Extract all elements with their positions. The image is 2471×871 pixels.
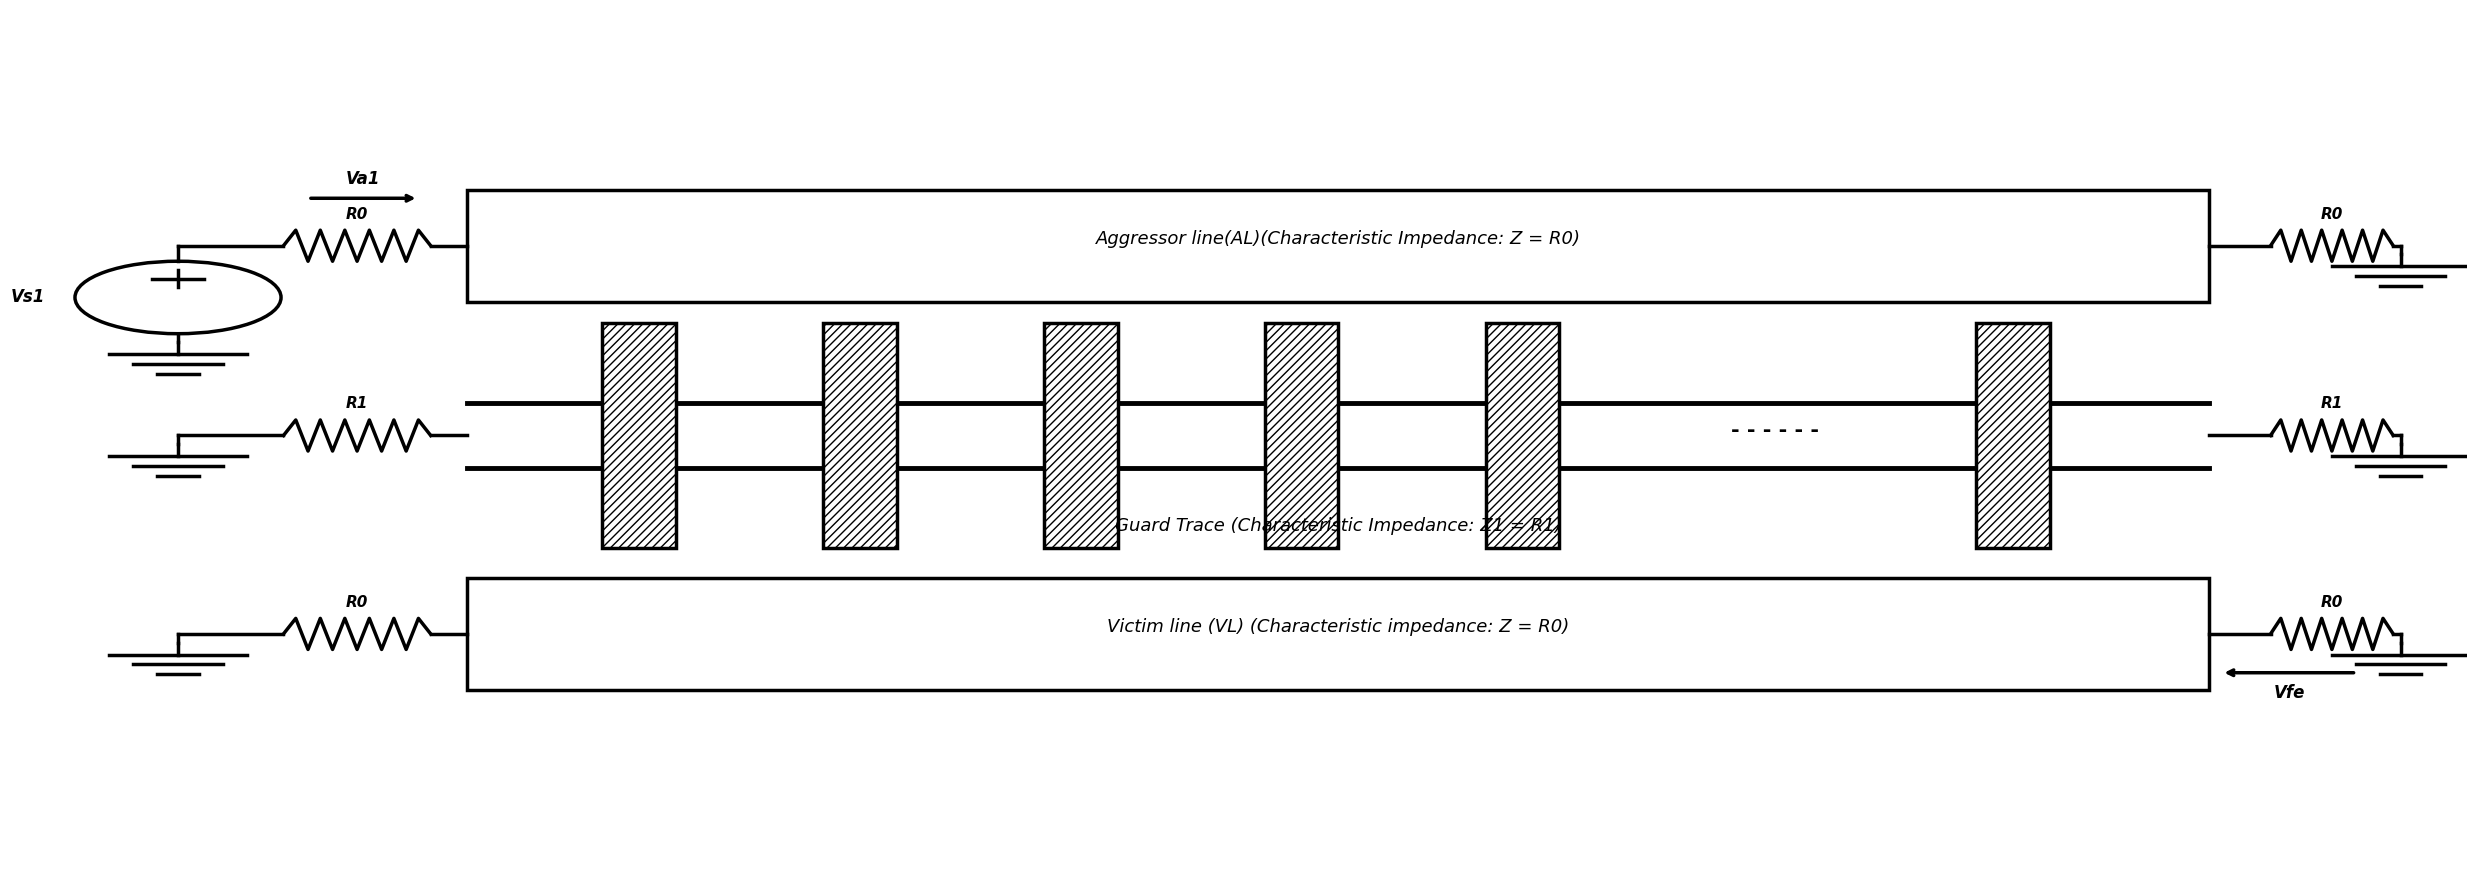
Text: Vs1: Vs1 [12,288,44,307]
Bar [1265,323,1339,548]
Text: R1: R1 [346,396,368,411]
Text: Victim line (VL) (Characteristic impedance: Z = R0): Victim line (VL) (Characteristic impedan… [1107,618,1569,636]
Text: Aggressor line(AL)(Characteristic Impedance: Z = R0): Aggressor line(AL)(Characteristic Impeda… [1095,230,1581,248]
Text: R0: R0 [2320,595,2343,610]
Text: R0: R0 [2320,206,2343,221]
Text: R0: R0 [346,206,368,221]
Text: Va1: Va1 [346,170,381,188]
Text: - - - - - -: - - - - - - [1732,422,1819,442]
Bar [823,323,897,548]
Bar [1485,323,1559,548]
Text: Guard Trace (Characteristic Impedance: Z1 = R1): Guard Trace (Characteristic Impedance: Z… [1114,517,1562,536]
Bar [467,190,2209,301]
Bar [467,577,2209,690]
Text: R0: R0 [346,595,368,610]
Text: Vfe: Vfe [2273,684,2305,702]
Bar [1977,323,2051,548]
Bar [603,323,677,548]
Bar [1043,323,1117,548]
Text: R1: R1 [2320,396,2343,411]
